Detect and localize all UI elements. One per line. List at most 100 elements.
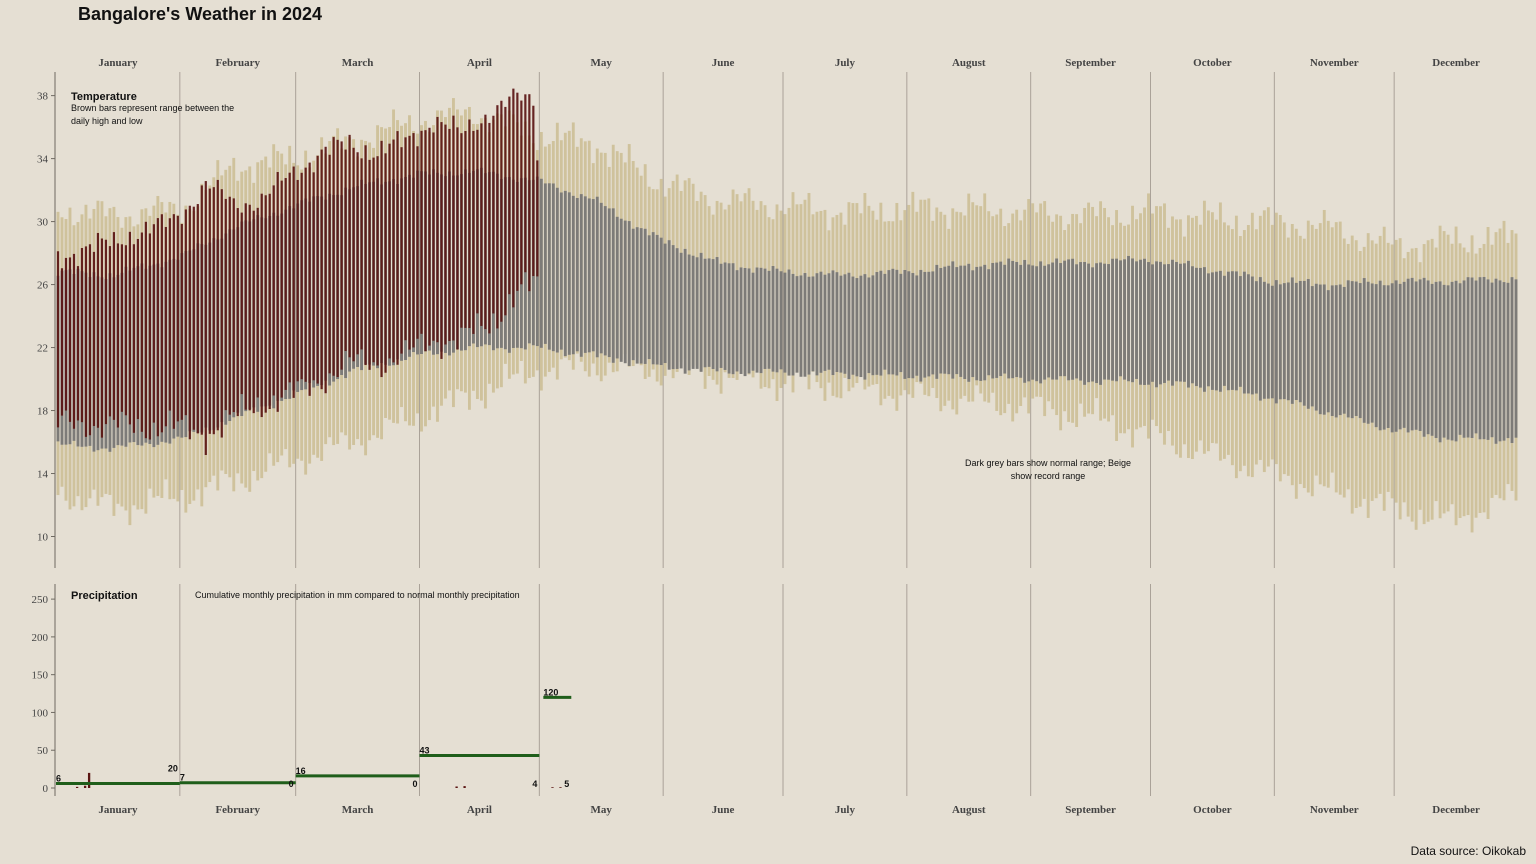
actual-range-bar bbox=[280, 180, 283, 398]
normal-range-bar bbox=[1019, 264, 1023, 378]
normal-range-bar bbox=[631, 228, 635, 361]
normal-range-bar bbox=[699, 252, 703, 372]
normal-range-bar bbox=[543, 183, 547, 344]
actual-range-bar bbox=[84, 246, 88, 437]
actual-range-bar bbox=[92, 251, 96, 426]
normal-precip-label: 0 bbox=[289, 779, 294, 789]
normal-range-bar bbox=[1254, 281, 1258, 394]
normal-range-bar bbox=[671, 245, 675, 370]
actual-range-bar bbox=[528, 94, 531, 292]
normal-range-bar bbox=[1306, 279, 1310, 409]
actual-range-bar bbox=[340, 141, 343, 370]
cumulative-precip-label: 7 bbox=[180, 773, 185, 783]
precip-y-tick-label: 50 bbox=[37, 745, 49, 757]
actual-range-bar bbox=[328, 154, 331, 374]
normal-range-bar bbox=[1187, 260, 1190, 388]
actual-range-bar bbox=[232, 198, 235, 413]
normal-range-bar bbox=[1386, 285, 1390, 428]
temperature-panel-title: Temperature bbox=[71, 91, 137, 103]
normal-range-bar bbox=[579, 194, 583, 357]
month-label-top: January bbox=[98, 57, 138, 69]
actual-range-bar bbox=[216, 179, 219, 431]
normal-range-bar bbox=[1342, 286, 1346, 414]
normal-range-bar bbox=[1031, 265, 1035, 380]
actual-range-bar bbox=[80, 247, 84, 423]
actual-range-bar bbox=[108, 246, 112, 417]
normal-range-bar bbox=[1238, 276, 1242, 387]
normal-range-bar bbox=[899, 273, 903, 373]
normal-range-bar bbox=[1510, 277, 1514, 444]
normal-range-bar bbox=[1326, 290, 1330, 413]
actual-range-bar bbox=[448, 128, 451, 341]
normal-range-bar bbox=[919, 269, 923, 382]
normal-range-bar bbox=[807, 276, 811, 375]
normal-range-bar bbox=[991, 262, 995, 379]
normal-range-bar bbox=[795, 276, 799, 373]
actual-range-bar bbox=[128, 231, 131, 425]
normal-range-bar bbox=[1063, 260, 1067, 377]
actual-range-bar bbox=[116, 243, 120, 428]
actual-range-bar bbox=[376, 156, 379, 366]
normal-range-bar bbox=[751, 272, 755, 371]
normal-range-bar bbox=[663, 243, 667, 364]
daily-precip-bar bbox=[551, 787, 554, 788]
normal-range-bar bbox=[747, 268, 751, 374]
normal-range-bar bbox=[1111, 258, 1114, 381]
actual-range-bar bbox=[432, 132, 435, 341]
normal-range-bar bbox=[1103, 263, 1107, 380]
actual-range-bar bbox=[76, 266, 80, 421]
normal-range-bar bbox=[1506, 282, 1510, 439]
actual-range-bar bbox=[64, 257, 68, 411]
actual-range-bar bbox=[272, 185, 275, 396]
actual-range-bar bbox=[500, 100, 503, 322]
temp-y-tick-label: 30 bbox=[37, 217, 49, 229]
normal-range-bar bbox=[687, 254, 691, 371]
precip-y-tick-label: 200 bbox=[32, 632, 49, 644]
normal-range-bar bbox=[839, 275, 843, 373]
normal-range-bar bbox=[1051, 262, 1055, 380]
actual-range-bar bbox=[428, 127, 431, 346]
actual-range-bar bbox=[168, 218, 171, 411]
normal-range-bar bbox=[695, 257, 699, 369]
normal-range-bar bbox=[639, 228, 643, 364]
cumulative-precip-label: 120 bbox=[543, 687, 558, 697]
normal-range-bar bbox=[771, 266, 775, 372]
normal-range-bar bbox=[1135, 261, 1138, 379]
normal-range-bar bbox=[1438, 281, 1442, 443]
normal-range-bar bbox=[827, 273, 831, 370]
temp-y-tick-label: 38 bbox=[37, 91, 49, 103]
normal-range-bar bbox=[1498, 280, 1502, 442]
month-label-bottom: November bbox=[1310, 804, 1359, 816]
normal-range-bar bbox=[1410, 277, 1414, 431]
normal-range-bar bbox=[791, 273, 795, 376]
actual-range-bar bbox=[56, 251, 60, 428]
normal-range-bar bbox=[971, 270, 975, 378]
normal-range-bar bbox=[1003, 264, 1007, 374]
month-label-top: November bbox=[1310, 57, 1359, 69]
normal-range-bar bbox=[1358, 283, 1362, 419]
actual-range-bar bbox=[132, 244, 135, 433]
normal-range-bar bbox=[879, 270, 883, 376]
daily-precip-bar bbox=[83, 785, 87, 788]
actual-range-bar bbox=[524, 94, 527, 273]
actual-range-bar bbox=[264, 195, 267, 413]
actual-range-bar bbox=[368, 159, 371, 370]
month-label-top: December bbox=[1432, 57, 1480, 69]
normal-range-bar bbox=[787, 269, 791, 376]
normal-range-bar bbox=[1466, 277, 1470, 438]
actual-range-bar bbox=[384, 153, 387, 373]
normal-range-bar bbox=[1426, 280, 1430, 435]
actual-range-bar bbox=[440, 122, 443, 359]
month-label-top: February bbox=[215, 57, 260, 69]
normal-range-bar bbox=[1514, 279, 1518, 438]
normal-range-bar bbox=[819, 271, 823, 373]
normal-range-bar bbox=[1139, 259, 1142, 385]
normal-range-bar bbox=[1179, 263, 1182, 382]
actual-range-bar bbox=[508, 96, 511, 295]
normal-range-bar bbox=[603, 206, 607, 356]
normal-range-bar bbox=[651, 232, 655, 365]
month-label-top: September bbox=[1065, 57, 1116, 69]
normal-range-bar bbox=[1027, 264, 1031, 382]
normal-range-bar bbox=[1147, 262, 1150, 385]
actual-range-bar bbox=[244, 203, 247, 410]
